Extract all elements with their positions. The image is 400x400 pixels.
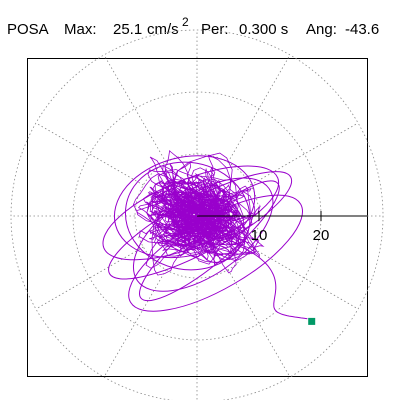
grid-spoke-60 bbox=[227, 54, 291, 163]
radial-tick-label: 10 bbox=[251, 227, 268, 244]
radial-axis: 10 20 bbox=[197, 211, 367, 244]
grid-spoke-150 bbox=[35, 122, 144, 186]
plot-frame bbox=[27, 58, 368, 377]
orbit-loop-4 bbox=[113, 155, 256, 259]
max-unit-exponent: 2 bbox=[182, 15, 189, 29]
orbit-core-trace bbox=[132, 149, 265, 276]
orbit-tail bbox=[234, 243, 308, 320]
orbit-trace bbox=[102, 149, 308, 320]
orbit-loop-7 bbox=[128, 194, 304, 312]
orbit-loop-3 bbox=[132, 177, 274, 292]
station-code: POSA bbox=[7, 21, 49, 38]
grid-spoke-120 bbox=[103, 54, 167, 163]
orbit-loop-6 bbox=[124, 161, 251, 271]
angle-label: Ang: bbox=[306, 21, 337, 38]
max-label: Max: bbox=[64, 21, 97, 38]
period-value: 0.300 s bbox=[239, 21, 288, 38]
radial-tick-label: 20 bbox=[313, 227, 330, 244]
grid-spoke-210 bbox=[35, 246, 144, 310]
end-marker-layer bbox=[308, 317, 316, 325]
end-marker bbox=[308, 317, 316, 325]
grid-spoke-330 bbox=[250, 246, 359, 310]
angle-value: -43.6 bbox=[345, 21, 379, 38]
grid-spoke-240 bbox=[103, 269, 167, 378]
max-value: 25.1 bbox=[113, 21, 142, 38]
grid-spoke-30 bbox=[250, 122, 359, 186]
grid-spoke-300 bbox=[227, 269, 291, 378]
max-unit: cm/s bbox=[147, 21, 179, 38]
orbit-loop-2 bbox=[102, 165, 280, 261]
plot-header: POSA Max: 25.1 cm/s 2 Per: 0.300 s Ang: … bbox=[7, 15, 379, 38]
period-label: Per: bbox=[201, 21, 229, 38]
grid-ring-30 bbox=[10, 29, 384, 400]
